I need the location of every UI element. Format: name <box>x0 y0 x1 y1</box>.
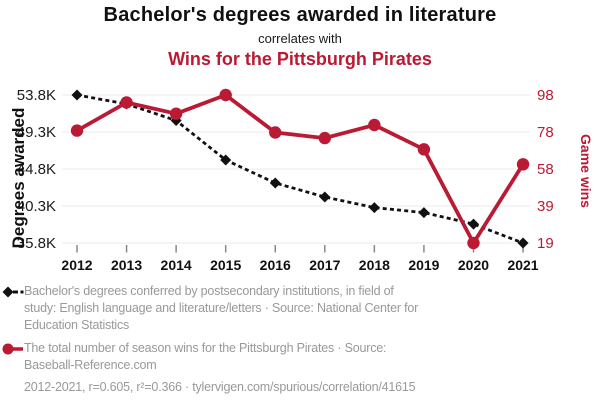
wins-series-markers <box>70 88 530 250</box>
left-axis-tick-label: 35.8K <box>17 235 56 252</box>
chart-title-bottom: Wins for the Pittsburgh Pirates <box>168 49 432 69</box>
left-axis-title: Degrees awarded <box>9 108 28 249</box>
chart-title-connector: correlates with <box>258 31 342 46</box>
left-axis-tick-label: 49.3K <box>17 124 56 141</box>
legend-wins-line-1: The total number of season wins for the … <box>24 341 387 355</box>
x-axis-year-label: 2014 <box>161 257 192 273</box>
stats-and-source-line: 2012-2021, r=0.605, r²=0.366 · tylervige… <box>24 380 416 394</box>
legend-degrees-line-3: Education Statistics <box>24 318 130 332</box>
left-axis-tick-label: 53.8K <box>17 87 56 104</box>
left-axis-tick-label: 44.8K <box>17 161 56 178</box>
x-axis-year-label: 2018 <box>359 257 390 273</box>
right-axis-tick-label: 98 <box>537 87 554 104</box>
right-axis-tick-label: 19 <box>537 235 554 252</box>
x-axis-year-label: 2017 <box>309 257 340 273</box>
legend-entry-wins: The total number of season wins for the … <box>0 340 570 374</box>
red-dot-solid-line-icon <box>2 343 23 355</box>
right-axis-tick-label: 78 <box>537 124 554 141</box>
legend-entry-degrees: Bachelor's degrees conferred by postseco… <box>0 283 570 334</box>
correlation-line-chart: 53.8K 98 49.3K 78 44.8K 58 40.3K 39 35.8K 19 2012 2… <box>9 87 594 273</box>
x-axis-year-label: 2015 <box>210 257 241 273</box>
degrees-series-line <box>76 93 524 245</box>
x-axis-year-label: 2012 <box>61 257 92 273</box>
chart-title-top: Bachelor's degrees awarded in literature <box>103 4 497 26</box>
legend-wins-line-2: Baseball-Reference.com <box>24 358 157 372</box>
right-axis-tick-label: 58 <box>537 161 554 178</box>
x-axis-year-label: 2019 <box>408 257 439 273</box>
legend-degrees-line-2: study: English language and literature/l… <box>24 301 419 315</box>
right-axis-title: Game wins <box>578 134 594 208</box>
x-axis-year-label: 2020 <box>458 257 489 273</box>
legend-degrees-line-1: Bachelor's degrees conferred by postseco… <box>24 284 394 298</box>
x-axis-year-label: 2021 <box>507 257 538 273</box>
x-axis-year-label: 2013 <box>111 257 142 273</box>
black-diamond-dashed-line-icon <box>2 286 24 298</box>
left-axis-tick-label: 40.3K <box>17 198 56 215</box>
right-axis-tick-label: 39 <box>537 198 554 215</box>
x-axis-year-label: 2016 <box>260 257 291 273</box>
wins-series-line <box>76 93 525 245</box>
